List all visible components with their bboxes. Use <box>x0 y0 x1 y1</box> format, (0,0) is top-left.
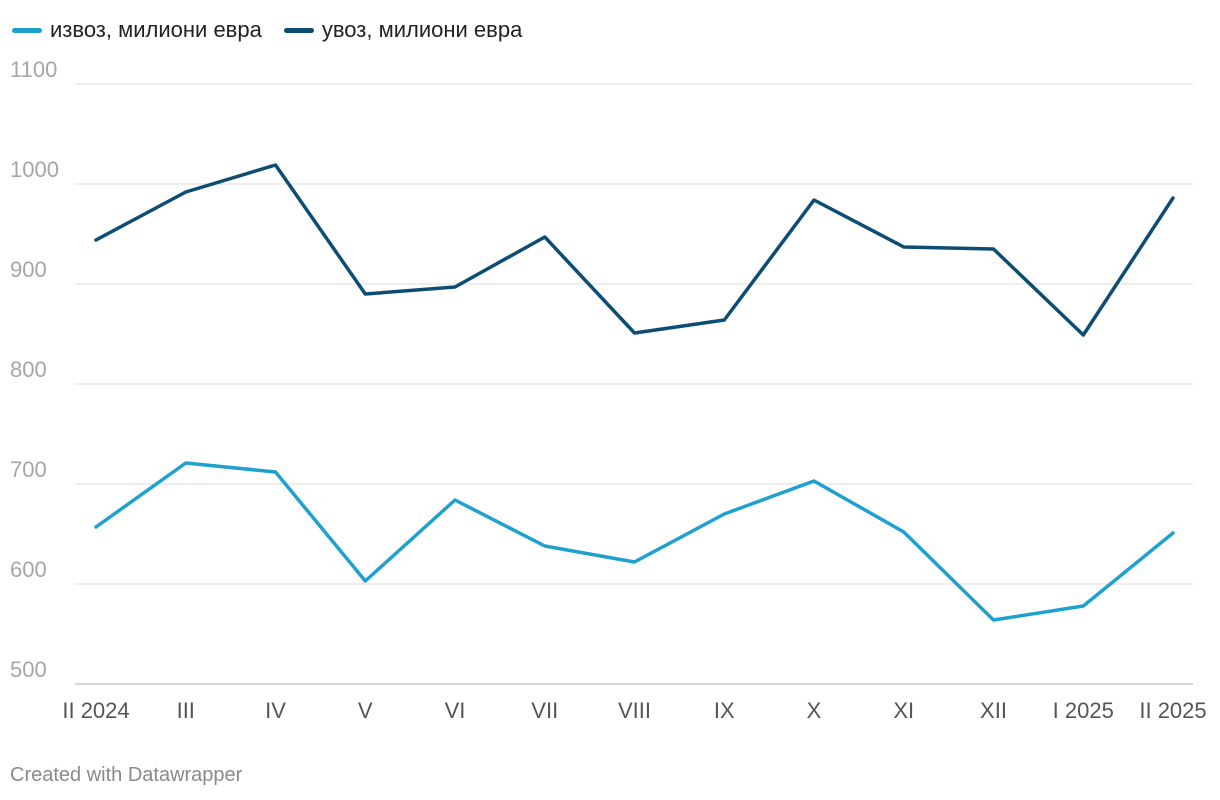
legend-label-import: увоз, милиони евра <box>321 17 523 42</box>
legend-item-export: извоз, милиони евра <box>12 17 262 43</box>
y-tick-label-1100: 1100 <box>10 57 57 82</box>
y-tick-label-500: 500 <box>10 657 47 682</box>
x-tick-label-12: II 2025 <box>1139 698 1206 723</box>
y-tick-label-800: 800 <box>10 357 47 382</box>
x-tick-label-3: V <box>358 698 373 723</box>
legend-label-export: извоз, милиони евра <box>50 17 262 42</box>
series-line-1 <box>94 163 1175 337</box>
x-tick-label-10: XII <box>980 698 1007 723</box>
x-axis-tick-labels: II 2024 III IV V VI VII VIII IX X XI XII I 2025 II 2… <box>62 698 1206 723</box>
x-tick-label-0: II 2024 <box>62 698 129 723</box>
grid-lines <box>75 83 1193 685</box>
x-tick-label-6: VIII <box>618 698 651 723</box>
y-tick-label-600: 600 <box>10 557 47 582</box>
series-line-0 <box>94 461 1175 622</box>
x-tick-label-8: X <box>807 698 822 723</box>
x-tick-label-4: VI <box>445 698 466 723</box>
legend: извоз, милиони евра увоз, милиони евра <box>12 17 522 43</box>
y-tick-label-900: 900 <box>10 257 47 282</box>
x-tick-label-7: IX <box>714 698 735 723</box>
x-tick-label-9: XI <box>893 698 914 723</box>
legend-swatch-import <box>283 27 314 33</box>
legend-swatch-export <box>12 27 42 33</box>
series-lines <box>94 163 1175 622</box>
legend-item-import: увоз, милиони евра <box>283 17 523 43</box>
y-axis-tick-labels: 1100 1000 900 800 700 600 500 <box>10 57 59 682</box>
x-tick-label-11: I 2025 <box>1053 698 1114 723</box>
x-tick-label-1: III <box>177 698 195 723</box>
credit-text: Created with Datawrapper <box>10 764 243 786</box>
x-tick-label-2: IV <box>265 698 286 723</box>
y-tick-label-700: 700 <box>10 457 47 482</box>
y-tick-label-1000: 1000 <box>10 157 59 182</box>
x-tick-label-5: VII <box>531 698 558 723</box>
